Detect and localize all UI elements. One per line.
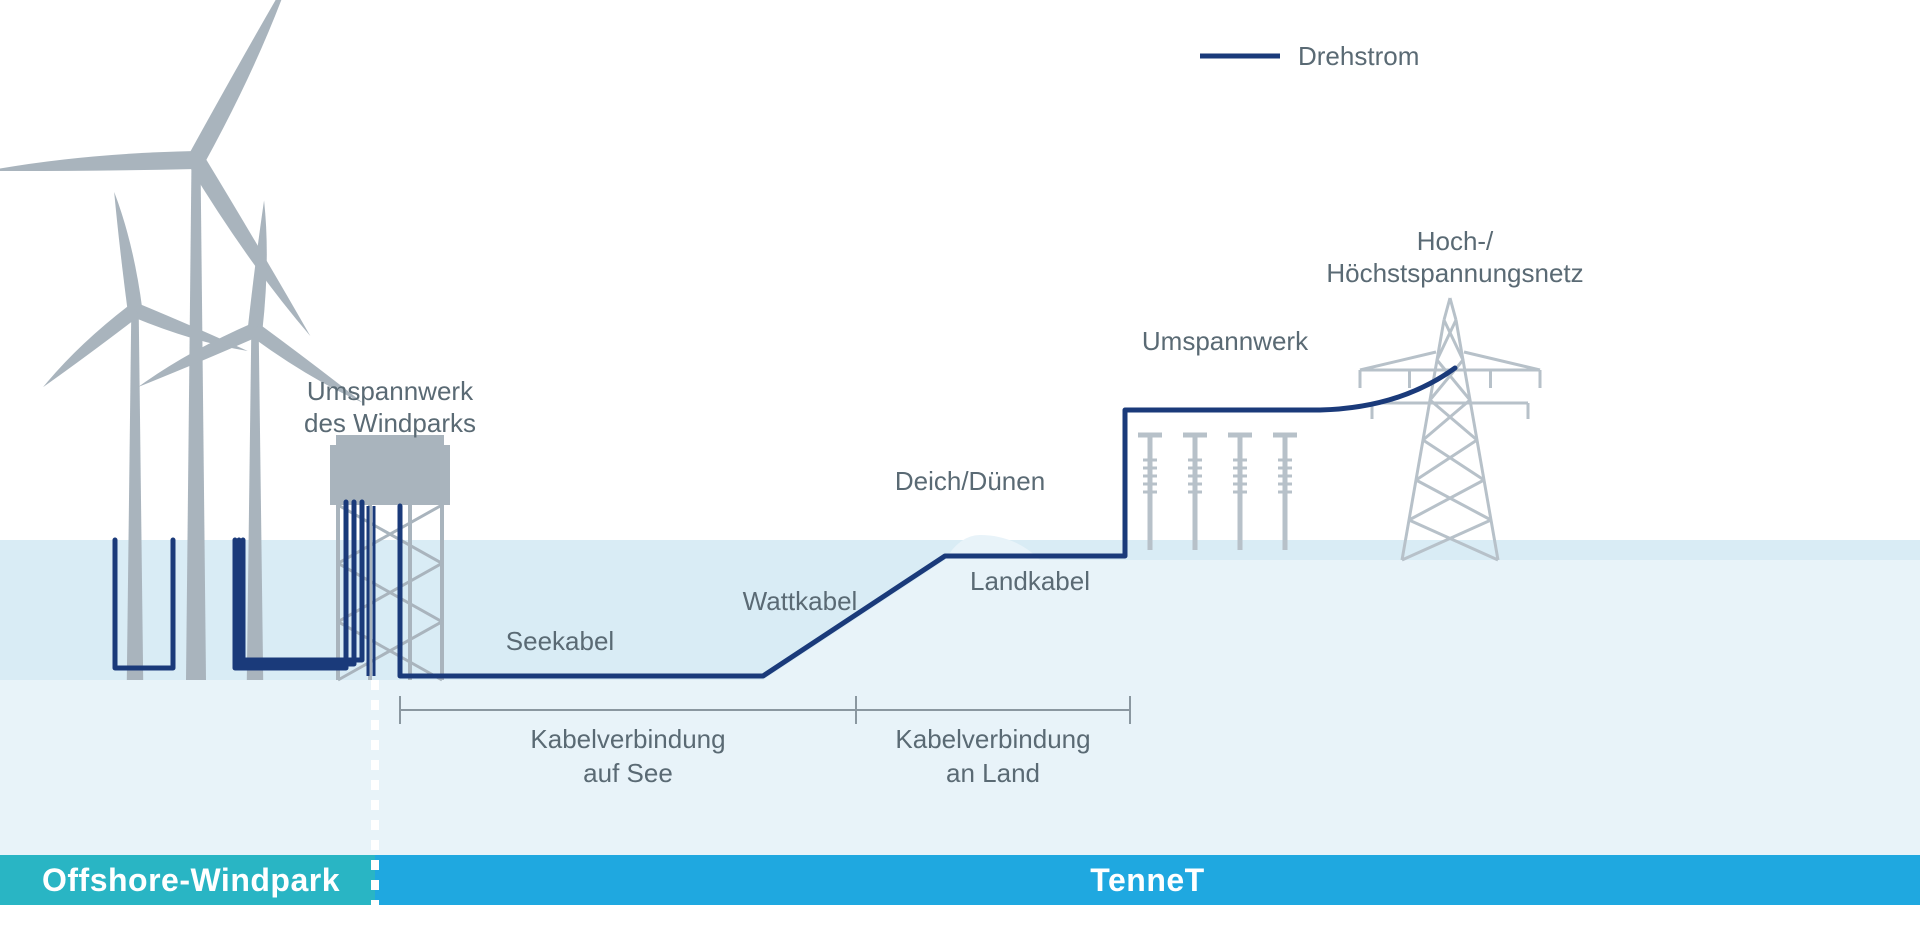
label-umspannwerk: Umspannwerk (1142, 326, 1309, 356)
bracket-label-land-2: an Land (946, 758, 1040, 788)
label-seekabel: Seekabel (506, 626, 614, 656)
bottom-label-tennet: TenneT (1090, 862, 1204, 898)
bracket-label-land-1: Kabelverbindung (895, 724, 1090, 754)
pylon-icon (1360, 298, 1540, 560)
label-offshore-sub-2: des Windparks (304, 408, 476, 438)
bracket-label-sea-2: auf See (583, 758, 673, 788)
onshore-substation-icon (1138, 435, 1297, 550)
label-hv-2: Höchstspannungsnetz (1326, 258, 1583, 288)
label-deich: Deich/Dünen (895, 466, 1045, 496)
label-landkabel: Landkabel (970, 566, 1090, 596)
bottom-label-offshore: Offshore-Windpark (42, 862, 340, 898)
label-offshore-sub-1: Umspannwerk (307, 376, 474, 406)
label-wattkabel: Wattkabel (743, 586, 858, 616)
bracket-label-sea-1: Kabelverbindung (530, 724, 725, 754)
legend-label: Drehstrom (1298, 41, 1419, 71)
label-hv-1: Hoch-/ (1417, 226, 1494, 256)
